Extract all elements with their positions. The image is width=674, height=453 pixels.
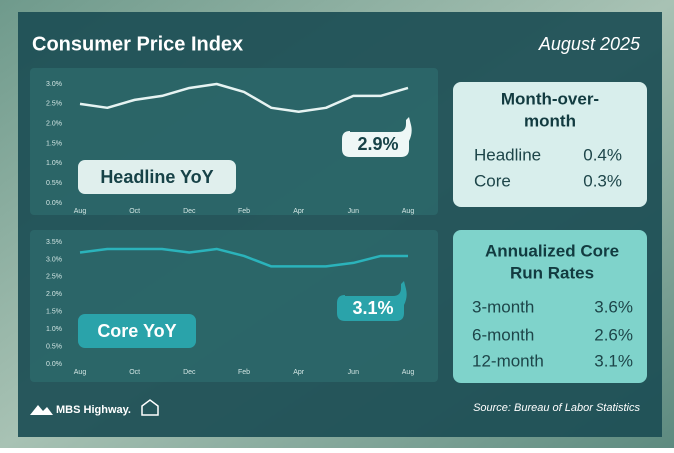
series-label: Core YoY xyxy=(97,321,176,341)
y-tick-label: 3.5% xyxy=(46,239,62,246)
y-tick-label: 0.0% xyxy=(46,361,62,368)
y-tick-label: 2.0% xyxy=(46,121,62,128)
y-tick-label: 1.0% xyxy=(46,160,62,167)
source: Source: Bureau of Labor Statistics xyxy=(473,402,640,414)
run-rate-value: 3.6% xyxy=(594,297,633,316)
callout-label: 3.1% xyxy=(352,298,393,318)
run-rate-value: 2.6% xyxy=(594,325,633,344)
run-rate-box xyxy=(453,230,647,383)
date: August 2025 xyxy=(538,34,641,54)
x-tick-label: Dec xyxy=(183,208,196,215)
line-series xyxy=(79,247,408,268)
callout-label: 2.9% xyxy=(357,134,398,154)
x-tick-label: Aug xyxy=(402,369,415,376)
x-tick-label: Apr xyxy=(293,369,305,376)
brand: MBS Highway. xyxy=(56,404,131,416)
series-label-box xyxy=(78,160,236,194)
series-label: Headline YoY xyxy=(100,167,213,187)
y-tick-label: 2.5% xyxy=(46,101,62,108)
callout-bubble xyxy=(342,117,412,157)
line-series xyxy=(79,82,409,114)
x-tick-label: Jun xyxy=(348,369,359,376)
run-rate-value: 3.1% xyxy=(594,351,633,370)
title: Consumer Price Index xyxy=(32,33,243,55)
y-tick-label: 3.0% xyxy=(46,81,62,88)
run-rate-title-1: Annualized Core xyxy=(485,241,619,260)
x-tick-label: Aug xyxy=(74,369,87,376)
mom-title-1: Month-over- xyxy=(501,89,599,108)
y-tick-label: 0.5% xyxy=(46,343,62,350)
y-tick-label: 0.0% xyxy=(46,200,62,207)
housing-icon xyxy=(141,399,159,416)
x-tick-label: Aug xyxy=(74,208,87,215)
x-tick-label: Jun xyxy=(348,208,359,215)
mom-value: 0.4% xyxy=(583,145,622,164)
run-rate-label: 6-month xyxy=(472,325,534,344)
y-tick-label: 0.5% xyxy=(46,180,62,187)
x-tick-label: Aug xyxy=(402,208,415,215)
mom-title-2: month xyxy=(524,111,576,130)
x-tick-label: Oct xyxy=(129,208,140,215)
mom-label: Headline xyxy=(474,145,541,164)
x-tick-label: Oct xyxy=(129,369,140,376)
run-rate-label: 12-month xyxy=(472,351,544,370)
run-rate-label: 3-month xyxy=(472,297,534,316)
y-tick-label: 3.0% xyxy=(46,256,62,263)
x-tick-label: Feb xyxy=(238,369,250,376)
y-tick-label: 1.5% xyxy=(46,140,62,147)
callout-bubble xyxy=(337,281,407,321)
x-tick-label: Apr xyxy=(293,208,305,215)
series-label-box xyxy=(78,314,196,348)
x-tick-label: Feb xyxy=(238,208,250,215)
mom-box xyxy=(453,82,647,207)
y-tick-label: 2.0% xyxy=(46,291,62,298)
mom-value: 0.3% xyxy=(583,171,622,190)
x-tick-label: Dec xyxy=(183,369,196,376)
run-rate-title-2: Run Rates xyxy=(510,263,594,282)
brand-logo xyxy=(30,405,53,415)
y-tick-label: 1.5% xyxy=(46,309,62,316)
mom-label: Core xyxy=(474,171,511,190)
y-tick-label: 1.0% xyxy=(46,326,62,333)
y-tick-label: 2.5% xyxy=(46,274,62,281)
